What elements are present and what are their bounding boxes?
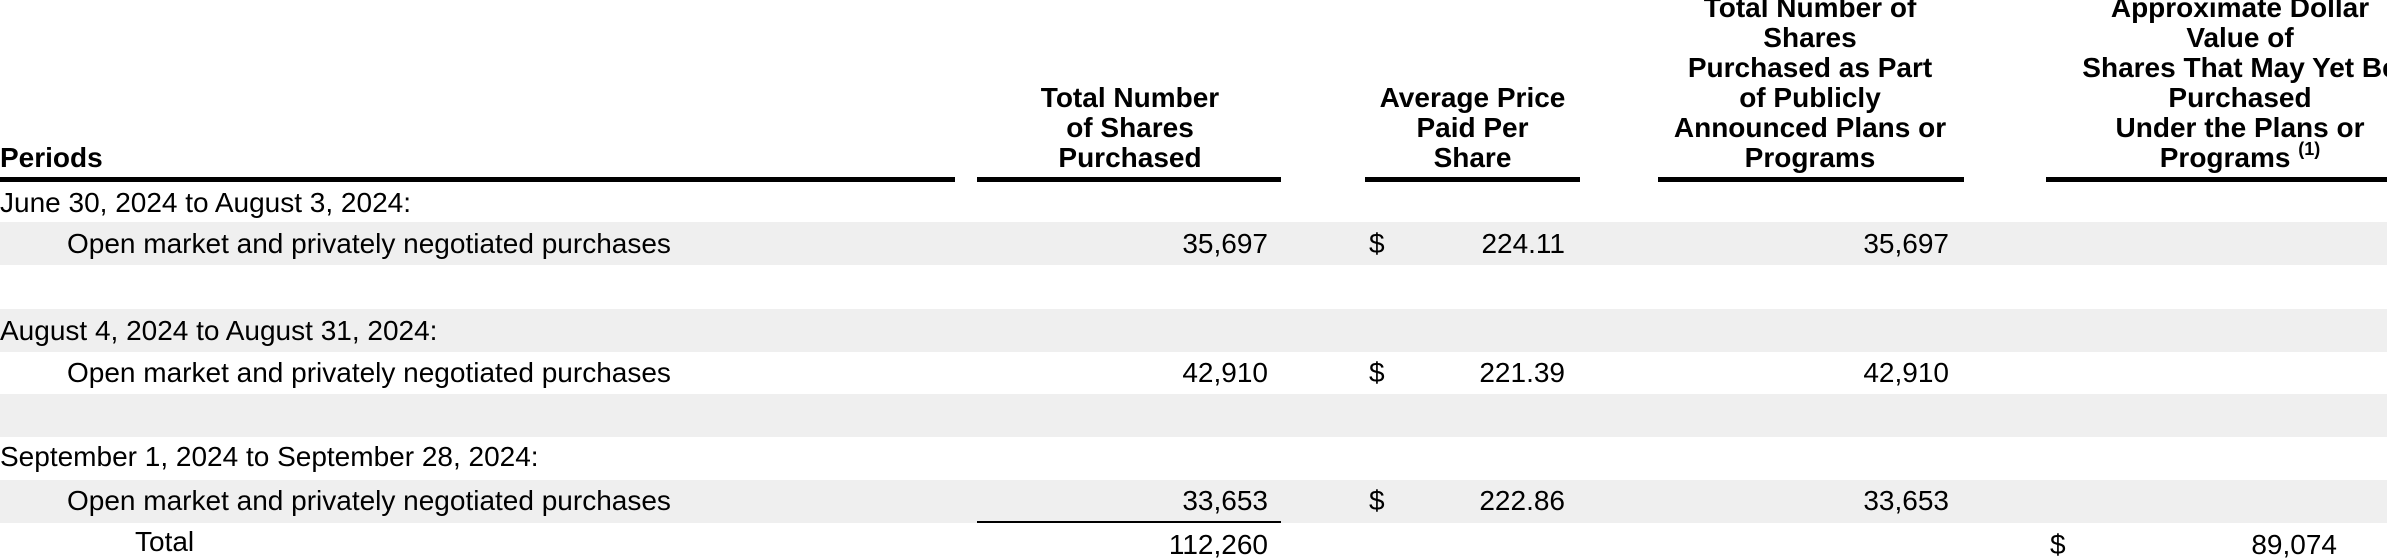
period-label: June 30, 2024 to August 3, 2024: [0,187,412,218]
currency-symbol: $ [1369,357,1385,388]
header-avg-price: Average Price Paid Per Share [1379,82,1566,173]
header-rule-plan-shares [1658,177,1964,182]
total-currency-symbol: $ [2050,529,2066,560]
footnote-marker: (1) [2298,139,2321,159]
header-total-shares: Total Number of Shares Purchased [1040,82,1220,173]
header-rule-avg-price [1365,177,1580,182]
header-plan-shares: Total Number of Shares Purchased as Part… [1673,0,1947,173]
row-band [0,480,2387,523]
row-detail: Open market and privately negotiated pur… [67,485,671,516]
currency-symbol: $ [1369,485,1385,516]
header-rule-approx-value [2046,177,2387,182]
avg-price-value: 221.39 [1479,357,1565,388]
total-rule [977,521,1281,523]
total-shares-value: 35,697 [1182,228,1268,259]
total-shares-value: 33,653 [1182,485,1268,516]
total-label: Total [135,526,195,557]
total-shares-sum: 112,260 [1168,529,1268,560]
avg-price-value: 224.11 [1481,228,1565,259]
plan-shares-value: 35,697 [1863,228,1949,259]
total-shares-value: 42,910 [1182,357,1268,388]
row-detail: Open market and privately negotiated pur… [67,228,671,259]
header-approx-value: Approximate Dollar Value of Shares That … [2040,0,2387,173]
row-band [0,394,2387,437]
currency-symbol: $ [1369,228,1385,259]
avg-price-value: 222.86 [1479,485,1565,516]
plan-shares-value: 33,653 [1863,485,1949,516]
approx-value-total: 89,074 [2251,529,2337,560]
period-label: September 1, 2024 to September 28, 2024: [0,441,539,472]
plan-shares-value: 42,910 [1863,357,1949,388]
header-rule-periods [0,177,955,182]
row-band [0,222,2387,265]
header-approx-value-text: Approximate Dollar Value of Shares That … [2082,0,2387,173]
header-rule-total-shares [977,177,1281,182]
header-periods: Periods [0,142,103,173]
period-label: August 4, 2024 to August 31, 2024: [0,315,438,346]
row-detail: Open market and privately negotiated pur… [67,357,671,388]
row-band [0,309,2387,352]
